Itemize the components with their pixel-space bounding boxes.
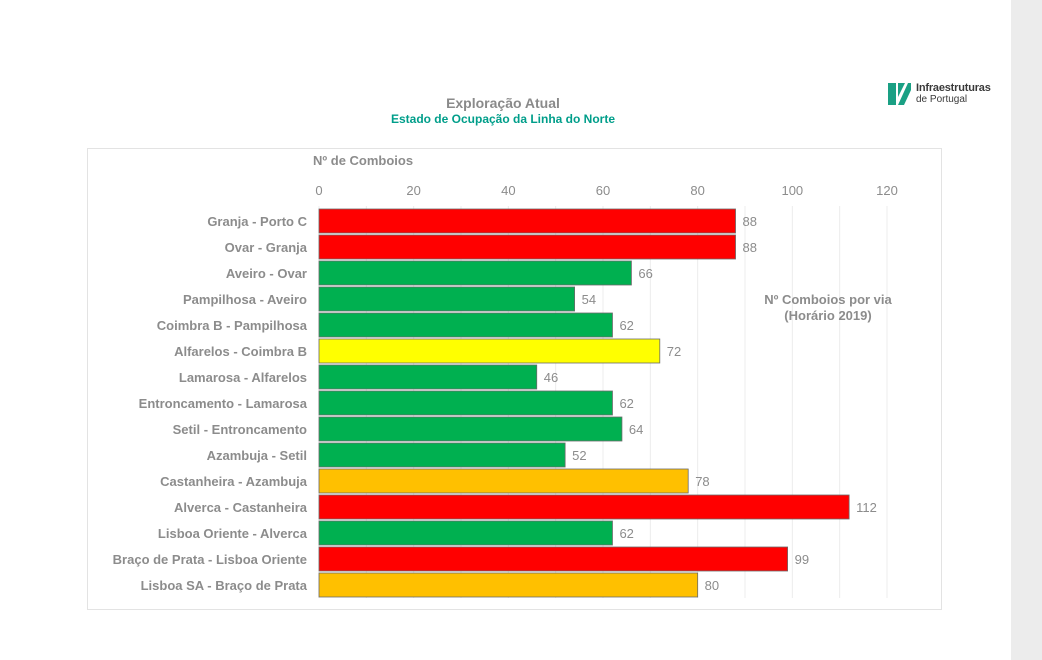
bar [318, 442, 566, 468]
data-label: 46 [544, 370, 558, 385]
bar [318, 520, 613, 546]
data-label: 62 [619, 526, 633, 541]
category-label: Azambuja - Setil [207, 448, 307, 463]
data-label: 66 [638, 266, 652, 281]
infraestruturas-logo: Infraestruturas de Portugal [886, 80, 996, 110]
category-label: Setil - Entroncamento [173, 422, 307, 437]
bar [318, 260, 632, 286]
axis-title: Nº de Comboios [313, 153, 413, 168]
bar [318, 416, 623, 442]
page-subtitle: Estado de Ocupação da Linha do Norte [390, 112, 616, 126]
ip-logo-mark-icon [888, 83, 911, 105]
chart-annotation: (Horário 2019) [784, 308, 871, 323]
category-label: Entroncamento - Lamarosa [139, 396, 308, 411]
category-label: Lamarosa - Alfarelos [179, 370, 307, 385]
chart-annotation: Nº Comboios por via [764, 292, 892, 307]
bar-chart: Nº de Comboios 0 20 40 60 80 100 120 Granja - Po… [113, 153, 898, 598]
bar [318, 286, 576, 312]
x-tick-label: 80 [690, 183, 704, 198]
category-label: Alfarelos - Coimbra B [174, 344, 307, 359]
category-label: Braço de Prata - Lisboa Oriente [113, 552, 307, 567]
right-sidebar-strip [1011, 0, 1042, 660]
data-label: 78 [695, 474, 709, 489]
logo-text-line1: Infraestruturas [916, 82, 991, 94]
category-label: Ovar - Granja [225, 240, 308, 255]
data-label: 62 [619, 318, 633, 333]
bar [318, 494, 850, 520]
category-label: Alverca - Castanheira [174, 500, 308, 515]
chart-frame: Nº de Comboios 0 20 40 60 80 100 120 Granja - Po… [87, 148, 942, 610]
bar [318, 468, 689, 494]
x-tick-label: 100 [781, 183, 803, 198]
bar [318, 364, 538, 390]
data-label: 88 [743, 214, 757, 229]
category-label: Lisboa SA - Braço de Prata [141, 578, 308, 593]
data-label: 64 [629, 422, 643, 437]
logo-text-line2: de Portugal [916, 94, 968, 105]
category-label: Aveiro - Ovar [226, 266, 307, 281]
x-tick-label: 40 [501, 183, 515, 198]
data-label: 52 [572, 448, 586, 463]
category-label: Castanheira - Azambuja [160, 474, 308, 489]
bar [318, 390, 613, 416]
data-label: 99 [795, 552, 809, 567]
bar [318, 312, 613, 338]
bar [318, 572, 699, 598]
data-label: 112 [856, 500, 877, 515]
page-title: Exploração Atual [446, 95, 560, 111]
data-label: 72 [667, 344, 681, 359]
category-label: Lisboa Oriente - Alverca [158, 526, 308, 541]
data-label: 54 [582, 292, 596, 307]
data-label: 62 [619, 396, 633, 411]
category-label: Granja - Porto C [207, 214, 307, 229]
x-tick-label: 0 [315, 183, 322, 198]
bar [318, 546, 789, 572]
x-tick-label: 20 [406, 183, 420, 198]
bar [318, 338, 661, 364]
x-tick-label: 120 [876, 183, 898, 198]
bar [318, 234, 736, 260]
bar [318, 208, 736, 234]
data-label: 88 [743, 240, 757, 255]
data-label: 80 [705, 578, 719, 593]
x-tick-label: 60 [596, 183, 610, 198]
category-label: Pampilhosa - Aveiro [183, 292, 307, 307]
category-label: Coimbra B - Pampilhosa [157, 318, 308, 333]
